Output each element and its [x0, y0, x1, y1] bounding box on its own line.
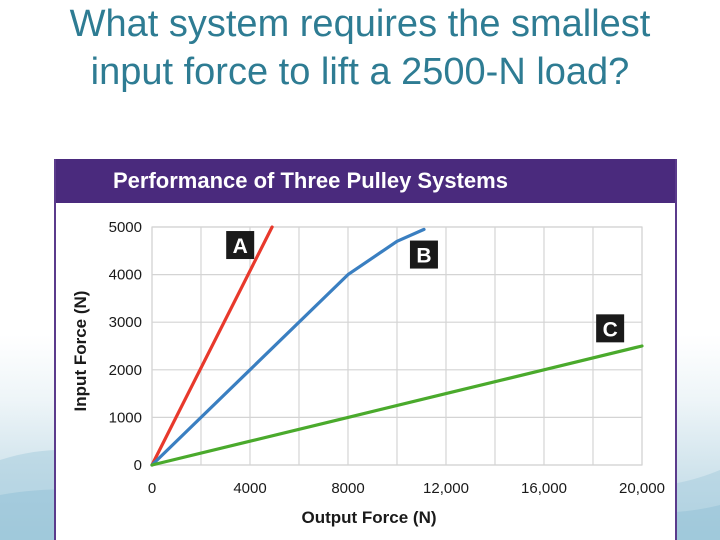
- series-marker-a: [226, 231, 255, 260]
- chart-panel: Performance of Three Pulley Systems 0 400…: [54, 159, 677, 540]
- series-marker-label: C: [603, 318, 618, 341]
- x-tick-label: 16,000: [521, 480, 567, 497]
- y-tick-label: 1000: [109, 409, 142, 426]
- y-tick-label: 0: [134, 457, 142, 474]
- pulley-performance-chart: 0 4000 8000 12,000 16,000 20,000 0 1000 2000 3000…: [71, 219, 665, 527]
- x-tick-label: 4000: [233, 480, 266, 497]
- slide-title: What system requires the smallest input …: [69, 3, 651, 93]
- y-tick-label: 3000: [109, 314, 142, 331]
- series-line-c: [150, 344, 644, 467]
- x-tick-label: 0: [148, 480, 156, 497]
- x-tick-label: 8000: [331, 480, 364, 497]
- x-tick-label: 20,000: [619, 480, 665, 497]
- x-tick-label: 12,000: [423, 480, 469, 497]
- series-line-a: [150, 225, 274, 467]
- x-axis-title: Output Force (N): [301, 508, 436, 527]
- y-tick-label: 5000: [109, 219, 142, 236]
- series-marker-label: A: [233, 235, 248, 258]
- series-line-b: [150, 227, 426, 467]
- series-marker-b: [409, 240, 438, 269]
- series-marker-c: [596, 314, 625, 343]
- y-tick-label: 2000: [109, 362, 142, 379]
- chart-title: Performance of Three Pulley Systems: [56, 159, 675, 203]
- y-axis-title: Input Force (N): [71, 291, 90, 412]
- series-marker-label: B: [416, 245, 431, 268]
- y-tick-label: 4000: [109, 267, 142, 284]
